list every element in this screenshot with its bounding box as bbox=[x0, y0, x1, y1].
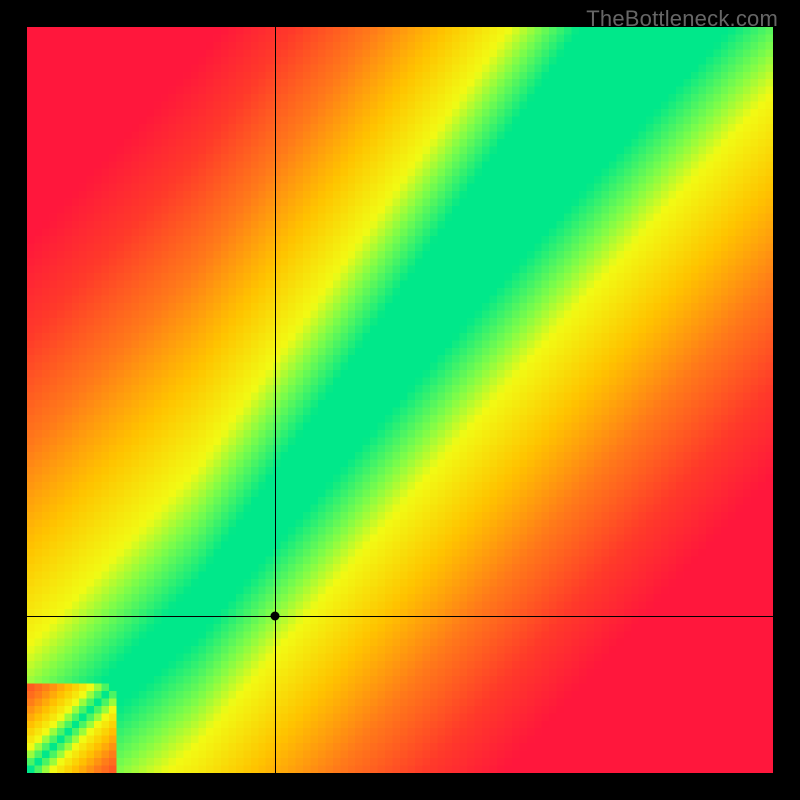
heatmap-canvas bbox=[27, 27, 773, 773]
crosshair-vertical bbox=[275, 27, 276, 773]
watermark-text: TheBottleneck.com bbox=[586, 6, 778, 32]
chart-container: TheBottleneck.com bbox=[0, 0, 800, 800]
crosshair-marker bbox=[271, 612, 280, 621]
crosshair-horizontal bbox=[27, 616, 773, 617]
plot-area bbox=[27, 27, 773, 773]
